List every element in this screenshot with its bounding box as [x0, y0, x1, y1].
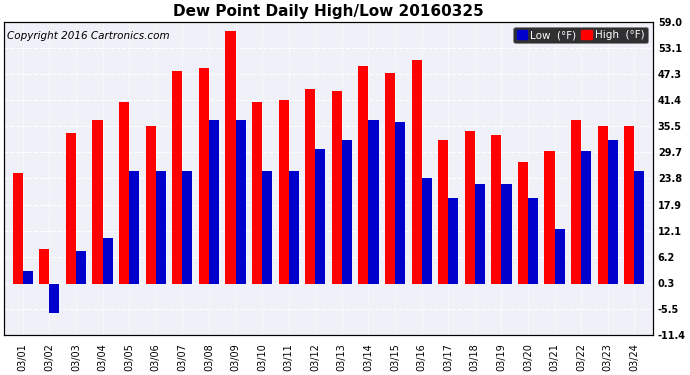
- Bar: [438, 140, 449, 284]
- Bar: [571, 120, 581, 284]
- Bar: [368, 120, 379, 284]
- Bar: [395, 122, 405, 284]
- Bar: [475, 184, 485, 284]
- Bar: [332, 91, 342, 284]
- Text: Copyright 2016 Cartronics.com: Copyright 2016 Cartronics.com: [8, 31, 170, 41]
- Title: Dew Point Daily High/Low 20160325: Dew Point Daily High/Low 20160325: [173, 4, 484, 19]
- Bar: [199, 69, 209, 284]
- Bar: [598, 126, 608, 284]
- Bar: [103, 238, 112, 284]
- Bar: [146, 126, 156, 284]
- Bar: [76, 251, 86, 284]
- Bar: [608, 140, 618, 284]
- Bar: [92, 120, 103, 284]
- Bar: [288, 171, 299, 284]
- Bar: [502, 184, 511, 284]
- Bar: [209, 120, 219, 284]
- Bar: [555, 229, 564, 284]
- Bar: [581, 151, 591, 284]
- Bar: [119, 102, 129, 284]
- Bar: [252, 102, 262, 284]
- Bar: [358, 66, 368, 284]
- Bar: [262, 171, 272, 284]
- Bar: [279, 100, 288, 284]
- Bar: [66, 133, 76, 284]
- Bar: [182, 171, 193, 284]
- Bar: [226, 31, 235, 284]
- Bar: [12, 173, 23, 284]
- Bar: [422, 178, 432, 284]
- Bar: [235, 120, 246, 284]
- Legend: Low  (°F), High  (°F): Low (°F), High (°F): [513, 27, 648, 43]
- Bar: [544, 151, 555, 284]
- Bar: [50, 284, 59, 314]
- Bar: [172, 71, 182, 284]
- Bar: [518, 162, 528, 284]
- Bar: [385, 73, 395, 284]
- Bar: [39, 249, 50, 284]
- Bar: [129, 171, 139, 284]
- Bar: [315, 148, 326, 284]
- Bar: [411, 60, 422, 284]
- Bar: [305, 88, 315, 284]
- Bar: [23, 271, 33, 284]
- Bar: [342, 140, 352, 284]
- Bar: [491, 135, 502, 284]
- Bar: [156, 171, 166, 284]
- Bar: [528, 198, 538, 284]
- Bar: [464, 131, 475, 284]
- Bar: [448, 198, 458, 284]
- Bar: [634, 171, 644, 284]
- Bar: [624, 126, 634, 284]
